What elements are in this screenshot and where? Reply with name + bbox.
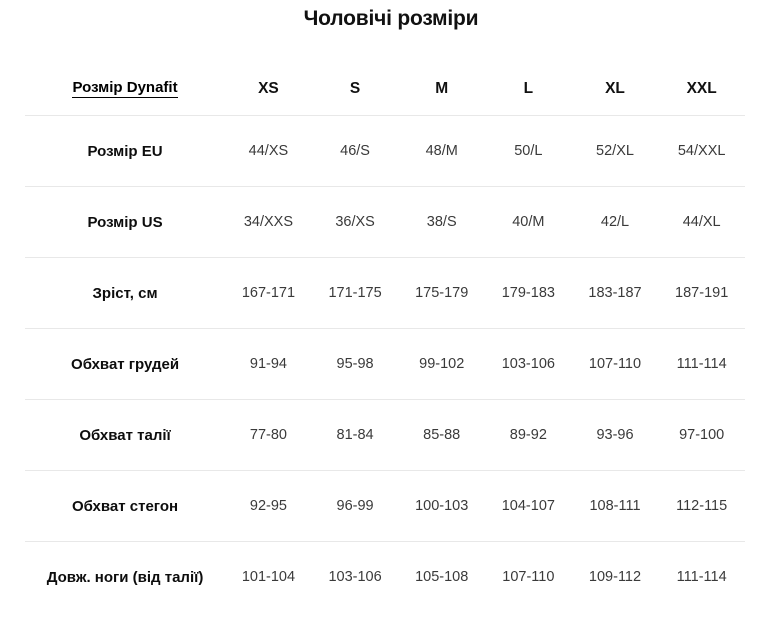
table-cell: 85-88 [398, 399, 486, 471]
size-chart-table: Розмір Dynafit XS S M L XL XXL Розмір EU… [25, 62, 745, 612]
header-cell-brand-size: Розмір Dynafit [25, 62, 225, 116]
table-cell: 34/XXS [225, 186, 312, 258]
table-header-row: Розмір Dynafit XS S M L XL XXL [25, 62, 745, 116]
table-cell: 104-107 [485, 470, 572, 542]
table-cell: 109-112 [571, 541, 659, 612]
table-cell: 50/L [485, 115, 572, 187]
table-cell: 99-102 [398, 328, 486, 400]
table-cell: 107-110 [485, 541, 572, 612]
header-brand-size-label: Розмір Dynafit [72, 79, 178, 98]
table-cell: 40/M [485, 186, 572, 258]
table-cell: 77-80 [225, 399, 312, 471]
table-cell: 107-110 [571, 328, 659, 400]
table-cell: 91-94 [225, 328, 312, 400]
table-cell: 95-98 [311, 328, 399, 400]
table-cell: 108-111 [571, 470, 659, 542]
table-head: Розмір Dynafit XS S M L XL XXL [25, 62, 745, 116]
table-row: Обхват стегон 92-95 96-99 100-103 104-10… [25, 470, 745, 542]
header-cell-size-xxl: XXL [686, 79, 717, 97]
table-cell: 97-100 [658, 399, 745, 471]
table-cell: 54/XXL [658, 115, 745, 187]
row-label: Обхват стегон [25, 470, 226, 542]
header-cell-size-l: L [523, 79, 534, 97]
size-table-container: Розмір Dynafit XS S M L XL XXL Розмір EU… [25, 62, 745, 612]
table-cell: 179-183 [485, 257, 572, 329]
table-body: Розмір EU 44/XS 46/S 48/M 50/L 52/XL 54/… [25, 115, 745, 612]
table-cell: 111-114 [658, 328, 745, 400]
table-row: Розмір EU 44/XS 46/S 48/M 50/L 52/XL 54/… [25, 115, 745, 187]
table-row: Розмір US 34/XXS 36/XS 38/S 40/M 42/L 44… [25, 186, 745, 258]
table-cell: 81-84 [311, 399, 399, 471]
header-cell-size-s: S [349, 79, 361, 97]
table-cell: 42/L [571, 186, 659, 258]
row-label: Обхват талії [25, 399, 226, 471]
table-cell: 187-191 [658, 257, 745, 329]
table-cell: 36/XS [311, 186, 399, 258]
row-label: Довж. ноги (від талії) [25, 541, 226, 612]
table-cell: 52/XL [571, 115, 659, 187]
table-cell: 93-96 [571, 399, 659, 471]
table-cell: 48/M [398, 115, 486, 187]
table-cell: 44/XL [658, 186, 745, 258]
table-cell: 92-95 [225, 470, 312, 542]
table-cell: 101-104 [225, 541, 312, 612]
table-cell: 167-171 [225, 257, 312, 329]
table-cell: 112-115 [658, 470, 745, 542]
table-row: Обхват талії 77-80 81-84 85-88 89-92 93-… [25, 399, 745, 471]
table-cell: 171-175 [311, 257, 399, 329]
row-label: Розмір EU [25, 115, 226, 187]
row-label: Обхват грудей [25, 328, 226, 400]
table-row: Довж. ноги (від талії) 101-104 103-106 1… [25, 541, 745, 612]
table-cell: 111-114 [658, 541, 745, 612]
table-cell: 46/S [311, 115, 399, 187]
table-cell: 38/S [398, 186, 486, 258]
table-row: Зріст, см 167-171 171-175 175-179 179-18… [25, 257, 745, 329]
table-cell: 103-106 [311, 541, 399, 612]
row-label: Розмір US [25, 186, 226, 258]
table-cell: 183-187 [571, 257, 659, 329]
header-cell-size-m: M [435, 79, 449, 97]
table-cell: 103-106 [485, 328, 572, 400]
table-cell: 89-92 [485, 399, 572, 471]
table-cell: 105-108 [398, 541, 486, 612]
header-cell-size-xs: XS [258, 79, 279, 97]
table-cell: 100-103 [398, 470, 486, 542]
header-cell-size-xl: XL [605, 79, 625, 97]
page-title: Чоловічі розміри [303, 7, 479, 30]
table-row: Обхват грудей 91-94 95-98 99-102 103-106… [25, 328, 745, 400]
table-cell: 96-99 [311, 470, 399, 542]
row-label: Зріст, см [25, 257, 226, 329]
table-cell: 175-179 [398, 257, 486, 329]
table-cell: 44/XS [225, 115, 312, 187]
